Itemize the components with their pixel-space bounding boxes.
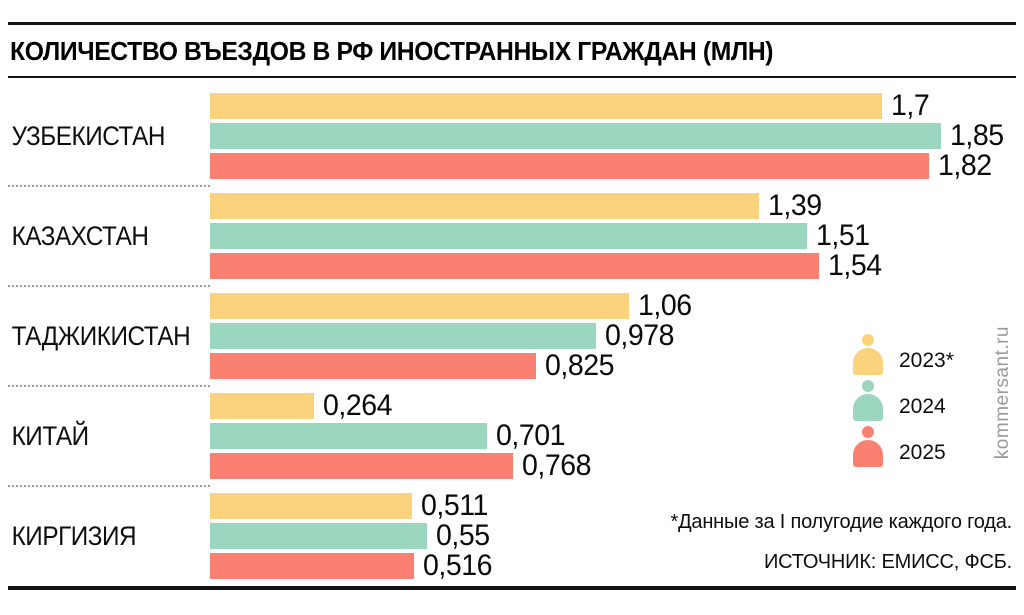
bar-value-label: 0,511 [421, 489, 488, 522]
bar-value-label: 0,55 [436, 519, 490, 552]
bar-2024 [210, 223, 807, 249]
chart-group: КИРГИЗИЯ 0,511 0,55 0,516 [8, 485, 1016, 586]
bar-value-label: 0,768 [522, 449, 591, 482]
bar-row: 1,7 [210, 89, 1016, 122]
bar-value-label: 1,39 [768, 189, 822, 222]
bar-row: 1,54 [210, 249, 1016, 282]
bar-chart: УЗБЕКИСТАН 1,7 1,85 1,82 КАЗАХСТАН 1,39 1,51 1,… [8, 86, 1016, 586]
title-underline [8, 76, 1016, 78]
bar-row: 1,39 [210, 189, 1016, 222]
bar-2023 [210, 93, 882, 119]
bar-2025 [210, 353, 536, 379]
bar-group: 1,7 1,85 1,82 [210, 89, 1016, 182]
bar-2024 [210, 423, 487, 449]
bar-2023 [210, 393, 314, 419]
category-label: КИТАЙ [11, 420, 90, 451]
bar-row: 1,51 [210, 219, 1016, 252]
person-icon [852, 334, 884, 375]
bar-2024 [210, 323, 596, 349]
bar-2023 [210, 493, 412, 519]
bar-2023 [210, 193, 759, 219]
bar-group: 0,264 0,701 0,768 [210, 389, 1016, 482]
bar-value-label: 0,978 [605, 319, 674, 352]
bar-group: 0,511 0,55 0,516 [210, 489, 1016, 582]
bar-2025 [210, 453, 513, 479]
legend-label: 2025 [899, 441, 946, 464]
bar-row: 1,85 [210, 119, 1016, 152]
legend-item: 2023* [852, 334, 954, 375]
group-divider [8, 285, 210, 287]
bar-row: 0,825 [210, 349, 1016, 382]
bar-row: 1,06 [210, 289, 1016, 322]
legend-item: 2025 [852, 426, 954, 467]
footnote: *Данные за I полугодие каждого года. [670, 511, 1012, 533]
bar-2023 [210, 293, 629, 319]
chart-group: ТАДЖИКИСТАН 1,06 0,978 0,825 [8, 285, 1016, 386]
bar-value-label: 1,54 [828, 249, 882, 282]
person-body [853, 394, 883, 421]
bar-value-label: 1,82 [938, 149, 992, 182]
bar-value-label: 1,85 [950, 119, 1004, 152]
person-head [862, 334, 874, 346]
bar-value-label: 1,7 [891, 89, 930, 122]
bar-row: 0,701 [210, 419, 1016, 452]
person-icon [852, 426, 884, 467]
bar-row: 1,82 [210, 149, 1016, 182]
bar-value-label: 0,825 [545, 349, 614, 382]
group-divider [8, 485, 210, 487]
bar-2025 [210, 253, 819, 279]
source-label: ИСТОЧНИК: ЕМИСС, ФСБ. [763, 551, 1012, 573]
legend-label: 2023* [899, 349, 954, 372]
bar-row: 0,978 [210, 319, 1016, 352]
bar-value-label: 0,264 [323, 389, 392, 422]
bar-row: 0,55 [210, 519, 1016, 552]
bar-row: 0,768 [210, 449, 1016, 482]
chart-group: КИТАЙ 0,264 0,701 0,768 [8, 385, 1016, 486]
bar-2025 [210, 153, 929, 179]
chart-title: КОЛИЧЕСТВО ВЪЕЗДОВ В РФ ИНОСТРАННЫХ ГРАЖ… [10, 36, 774, 66]
watermark: kommersant.ru [992, 326, 1013, 460]
legend-label: 2024 [899, 395, 946, 418]
category-label: ТАДЖИКИСТАН [11, 320, 191, 351]
group-divider [8, 385, 210, 387]
person-icon [852, 380, 884, 421]
group-divider [8, 185, 210, 187]
person-head [862, 426, 874, 438]
bar-group: 1,39 1,51 1,54 [210, 189, 1016, 282]
person-body [853, 440, 883, 467]
legend-item: 2024 [852, 380, 954, 421]
chart-group: КАЗАХСТАН 1,39 1,51 1,54 [8, 185, 1016, 286]
bar-row: 0,511 [210, 489, 1016, 522]
bar-2024 [210, 523, 427, 549]
bar-value-label: 1,06 [638, 289, 692, 322]
category-label: КИРГИЗИЯ [11, 520, 137, 551]
bar-2025 [210, 553, 414, 579]
bar-2024 [210, 123, 941, 149]
chart-group: УЗБЕКИСТАН 1,7 1,85 1,82 [8, 86, 1016, 186]
person-head [862, 380, 874, 392]
bar-group: 1,06 0,978 0,825 [210, 289, 1016, 382]
top-rule [8, 22, 1016, 25]
bar-value-label: 0,701 [496, 419, 565, 452]
bar-row: 0,264 [210, 389, 1016, 422]
chart-legend: 2023* 2024 2025 [852, 334, 954, 472]
bottom-rule [8, 586, 1016, 590]
bar-value-label: 0,516 [423, 549, 492, 582]
category-label: УЗБЕКИСТАН [11, 120, 166, 151]
bar-row: 0,516 [210, 549, 1016, 582]
person-body [853, 348, 883, 375]
category-label: КАЗАХСТАН [11, 220, 149, 251]
bar-value-label: 1,51 [816, 219, 870, 252]
